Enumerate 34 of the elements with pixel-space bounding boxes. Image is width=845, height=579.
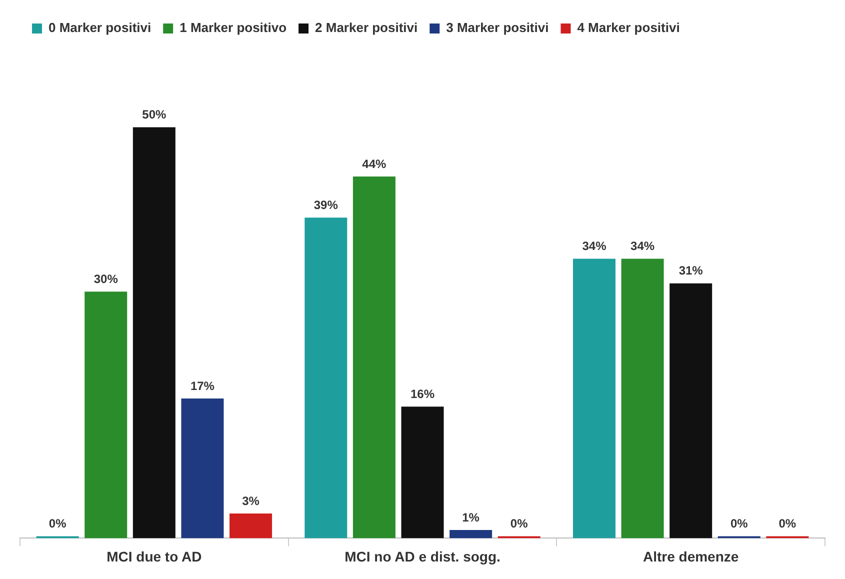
data-label: 50% [142, 108, 166, 122]
bar [450, 530, 492, 538]
legend-label: 2 Marker positivi [315, 20, 418, 36]
data-label: 31% [678, 264, 704, 278]
bar [84, 292, 128, 538]
bar [230, 514, 272, 538]
bar [181, 398, 224, 538]
data-label: 0% [48, 516, 67, 531]
bar [670, 283, 712, 538]
data-label: 44% [362, 156, 387, 171]
data-label: 39% [314, 198, 338, 212]
data-label: 34% [582, 239, 607, 254]
bar [621, 258, 664, 538]
data-label: 0% [510, 516, 528, 531]
data-label: 3% [242, 494, 260, 508]
x-tick-label: Altre demenze [642, 548, 739, 564]
data-label: 17% [190, 378, 215, 393]
data-label: 0% [730, 516, 748, 531]
legend-label: 3 Marker positivi [446, 20, 549, 36]
legend-label: 4 Marker positivi [577, 20, 680, 36]
legend-label: 0 Marker positivi [48, 20, 152, 36]
data-label: 0% [778, 516, 796, 531]
bar [572, 258, 616, 538]
legend-label: 1 Marker positivo [180, 20, 287, 36]
bar [352, 176, 396, 538]
x-tick-label: MCI due to AD [106, 548, 202, 564]
data-label: 34% [630, 239, 655, 254]
data-label: 16% [410, 386, 435, 401]
x-tick-label: MCI no AD e dist. sogg. [344, 548, 500, 564]
bar [401, 406, 444, 538]
bar [304, 218, 348, 538]
data-label: 30% [94, 272, 118, 286]
bar [132, 127, 176, 538]
data-label: 1% [462, 510, 480, 524]
